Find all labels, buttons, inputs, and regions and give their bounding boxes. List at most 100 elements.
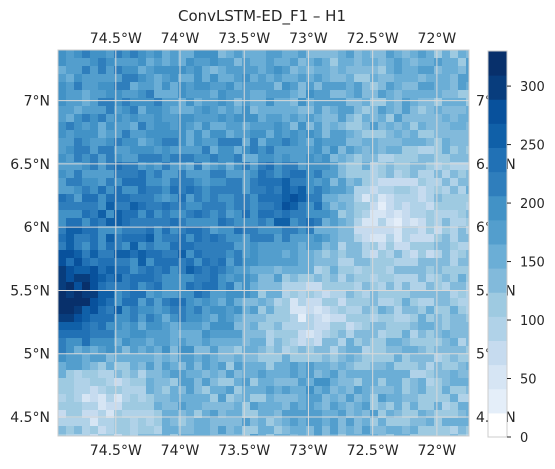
heatmap-cell [458,82,466,90]
heatmap-cell [170,138,178,146]
heatmap-cell [130,162,138,170]
heatmap-cell [258,274,266,282]
heatmap-cell [178,250,186,258]
heatmap-cell [106,266,114,274]
heatmap-cell [394,90,402,98]
heatmap-cell [274,250,282,258]
heatmap-cell [290,154,298,162]
heatmap-cell [194,66,202,74]
heatmap-cell [458,378,466,386]
heatmap-cell [466,338,469,346]
heatmap-cell [74,106,82,114]
heatmap-cell [98,66,106,74]
heatmap-cell [418,314,426,322]
heatmap-cell [346,274,354,282]
heatmap-cell [346,162,354,170]
heatmap-cell [306,226,314,234]
heatmap-cell [394,138,402,146]
heatmap-cell [370,154,378,162]
heatmap-cell [370,186,378,194]
heatmap-cell [330,274,338,282]
heatmap-cell [290,234,298,242]
heatmap-cell [250,154,258,162]
heatmap-cell [74,146,82,154]
heatmap-cell [362,122,370,130]
heatmap-cell [250,402,258,410]
heatmap-cell [258,434,266,436]
heatmap-cell [466,234,469,242]
heatmap-cell [226,282,234,290]
heatmap-cell [250,98,258,106]
heatmap-cell [258,386,266,394]
heatmap-cell [282,50,290,58]
heatmap-cell [394,178,402,186]
heatmap-cell [410,202,418,210]
heatmap-cell [250,266,258,274]
heatmap-cell [322,378,330,386]
heatmap-cell [178,426,186,434]
heatmap-cell [90,226,98,234]
heatmap-cell [194,290,202,298]
heatmap-cell [282,130,290,138]
heatmap-cell [242,434,250,436]
heatmap-cell [98,426,106,434]
heatmap-cell [138,402,146,410]
heatmap-cell [82,298,90,306]
heatmap-cell [154,346,162,354]
heatmap-cell [114,154,122,162]
heatmap-cell [202,306,210,314]
heatmap-cell [362,162,370,170]
heatmap-cell [322,282,330,290]
heatmap-cell [394,362,402,370]
heatmap-cell [418,426,426,434]
heatmap-cell [146,138,154,146]
heatmap-cell [74,346,82,354]
heatmap-cell [434,338,442,346]
heatmap-cell [274,242,282,250]
heatmap-cell [170,418,178,426]
heatmap-cell [330,234,338,242]
heatmap-cell [74,282,82,290]
heatmap-cell [154,122,162,130]
heatmap-cell [82,402,90,410]
heatmap-cell [442,426,450,434]
heatmap-cell [194,338,202,346]
heatmap-cell [442,386,450,394]
heatmap-cell [218,394,226,402]
heatmap-cell [218,314,226,322]
colorbar-segment [488,195,507,221]
heatmap-cell [298,282,306,290]
heatmap-cell [186,234,194,242]
heatmap-cell [394,378,402,386]
heatmap-cell [226,362,234,370]
heatmap-cell [458,242,466,250]
heatmap-cell [114,266,122,274]
heatmap-cell [346,258,354,266]
heatmap-cell [418,170,426,178]
heatmap-cell [274,394,282,402]
heatmap-cell [426,338,434,346]
heatmap-cell [466,138,469,146]
heatmap-cell [226,274,234,282]
heatmap-cell [282,210,290,218]
heatmap-cell [250,434,258,436]
heatmap-cell [114,434,122,436]
heatmap-cell [330,162,338,170]
heatmap-cell [162,410,170,418]
heatmap-cell [170,154,178,162]
heatmap-cell [386,90,394,98]
heatmap-cell [434,370,442,378]
heatmap-cell [306,362,314,370]
heatmap-cell [186,266,194,274]
heatmap-cell [346,186,354,194]
heatmap-cell [194,362,202,370]
heatmap-cell [314,266,322,274]
heatmap-cell [122,210,130,218]
heatmap-cell [242,298,250,306]
heatmap-cell [338,90,346,98]
heatmap-cell [362,354,370,362]
heatmap-cell [426,122,434,130]
heatmap-cell [66,74,74,82]
heatmap-cell [114,218,122,226]
heatmap-cell [306,242,314,250]
